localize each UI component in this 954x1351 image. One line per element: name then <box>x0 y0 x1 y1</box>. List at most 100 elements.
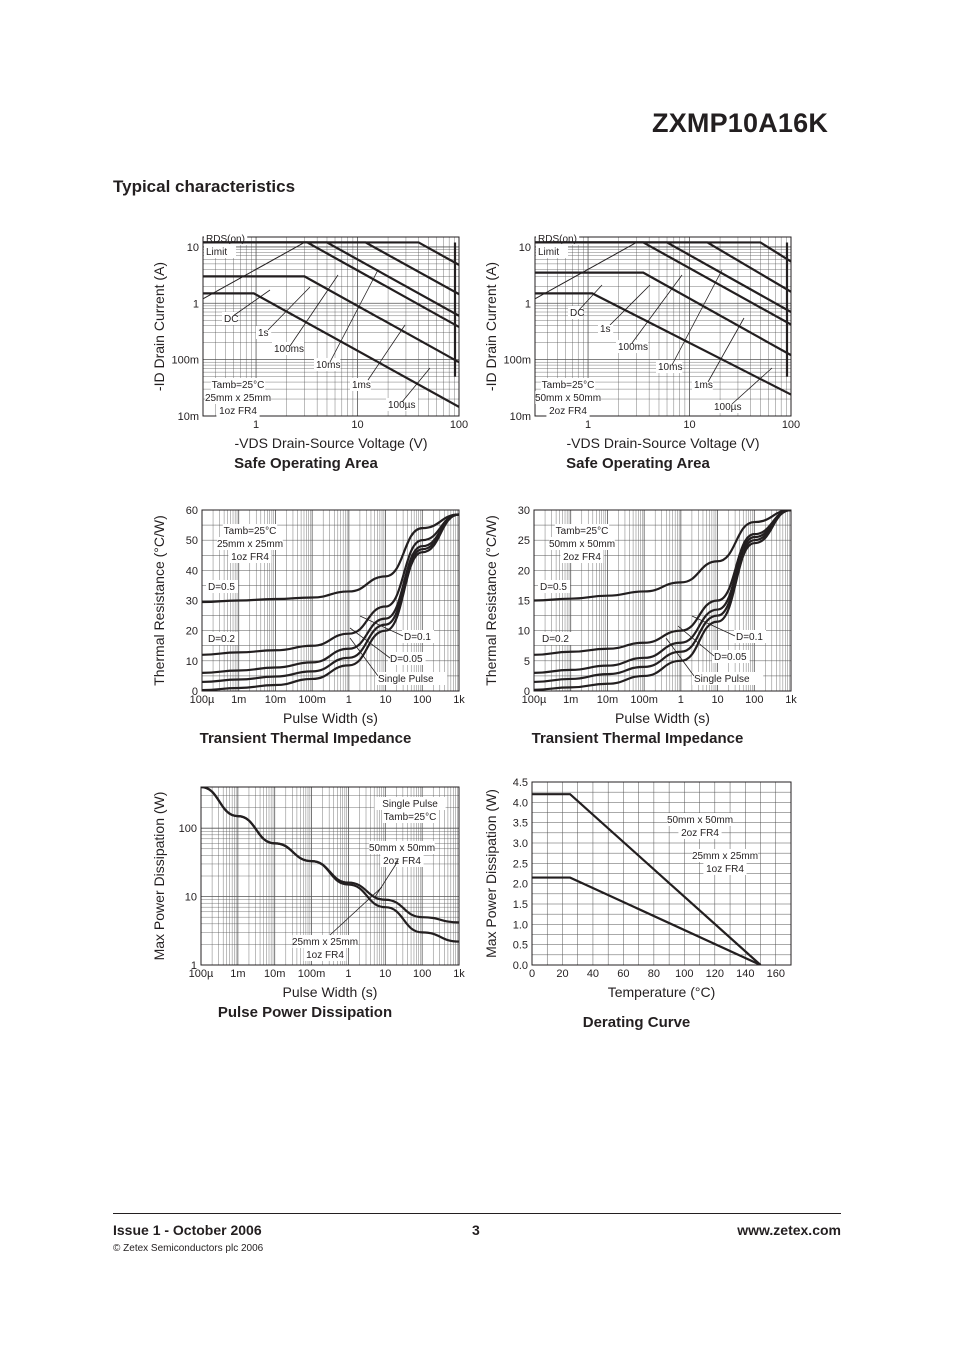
chart-title: Pulse Power Dissipation <box>218 1004 392 1021</box>
x-tick-label: 100 <box>745 694 763 706</box>
x-tick-label: 10 <box>683 419 695 431</box>
x-axis-label: -VDS Drain-Source Voltage (V) <box>567 435 760 451</box>
note-background <box>376 672 448 685</box>
note-sp: Single Pulse <box>694 674 750 685</box>
x-tick-label: 100µ <box>189 968 214 980</box>
note-background <box>538 580 570 593</box>
note-background <box>540 378 596 391</box>
note-d02: D=0.2 <box>542 634 569 645</box>
note-background <box>554 524 610 537</box>
series-line-d-0-5 <box>534 510 791 602</box>
note-background <box>369 841 435 854</box>
thermal-impedance-chart-2: 100µ 1m 10m 100m 1 10 100 1k 0 5 10 15 20 25 30 Tamb=25… <box>483 505 797 747</box>
series-line-d-0-1 <box>202 513 459 674</box>
note-background <box>402 630 434 643</box>
y-tick-label: 100m <box>171 355 199 367</box>
y-axis-label: Max Power Dissipation (W) <box>483 789 499 958</box>
note-d005: D=0.05 <box>714 652 747 663</box>
note-s25: 1oz FR4 <box>706 864 744 875</box>
note-background <box>692 672 764 685</box>
footer-website[interactable]: www.zetex.com <box>737 1222 841 1238</box>
note-cond: 1oz FR4 <box>231 552 269 563</box>
note-background <box>292 935 358 948</box>
series-line-single-pulse <box>202 513 459 691</box>
leader-line <box>329 269 379 363</box>
note-background <box>549 537 615 550</box>
note-background <box>692 378 713 391</box>
x-tick-label: 1 <box>585 419 591 431</box>
note-sp: Single Pulse <box>378 674 434 685</box>
note-s50: 50mm x 50mm <box>369 843 435 854</box>
note-background <box>350 378 371 391</box>
x-tick-label: 1 <box>678 694 684 706</box>
leader-line <box>374 860 399 898</box>
note-background <box>678 826 722 839</box>
series-line-d-0-2 <box>202 513 459 656</box>
y-tick-label: 10 <box>185 892 197 904</box>
y-tick-label: 0.0 <box>513 960 528 972</box>
chart-title: Transient Thermal Impedance <box>200 730 412 747</box>
note-ms1: 1ms <box>694 380 713 391</box>
note-background <box>560 550 604 563</box>
leader-line <box>349 637 379 677</box>
footer-rule <box>113 1213 841 1214</box>
y-tick-label: 30 <box>186 596 198 608</box>
series-line-25mm-x-25mm-1oz-fr4 <box>201 787 459 943</box>
x-tick-label: 20 <box>556 968 568 980</box>
y-axis-label: Thermal Resistance (°C/W) <box>483 515 499 686</box>
note-s50: 2oz FR4 <box>681 828 719 839</box>
x-tick-label: 1k <box>453 694 465 706</box>
y-axis-label: -ID Drain Current (A) <box>483 262 499 391</box>
note-s25: 1oz FR4 <box>306 950 344 961</box>
x-tick-label: 120 <box>706 968 724 980</box>
note-background <box>388 652 426 665</box>
note-us100: 100µs <box>714 402 741 413</box>
x-tick-label: 100m <box>298 694 326 706</box>
y-tick-label: 10 <box>518 626 530 638</box>
note-background <box>303 948 347 961</box>
x-axis-label: Pulse Width (s) <box>283 984 378 1000</box>
leader-line <box>707 317 745 383</box>
note-rds: Limit <box>206 247 227 258</box>
note-ms10: 10ms <box>658 362 682 373</box>
soa-chart-1: 1 10 100 10m 100m 1 10 RDS(on) Limit DC 1s 100ms 10m… <box>151 232 468 472</box>
note-cond: 1oz FR4 <box>219 406 257 417</box>
y-axis-label: Max Power Dissipation (W) <box>151 792 167 961</box>
note-d05: D=0.5 <box>540 582 567 593</box>
series-line-d-0-1 <box>534 510 791 674</box>
note-background <box>692 849 758 862</box>
x-tick-label: 1k <box>785 694 797 706</box>
leader-line <box>401 367 431 403</box>
note-background <box>382 810 438 823</box>
note-s25: 25mm x 25mm <box>292 937 358 948</box>
plot-grid <box>531 781 792 966</box>
series-line-d-0-2 <box>534 510 791 656</box>
series-line-d-0-5 <box>202 513 459 604</box>
chart-notes <box>206 524 448 685</box>
plot-grid <box>534 237 792 417</box>
y-axis-label: -ID Drain Current (A) <box>151 262 167 391</box>
y-tick-label: 0.5 <box>513 940 528 952</box>
x-tick-label: 1 <box>345 968 351 980</box>
note-background <box>204 245 236 258</box>
note-cond: Tamb=25°C <box>212 380 265 391</box>
note-dc: DC <box>224 314 238 325</box>
leader-line <box>289 274 339 347</box>
note-cond: Single Pulse <box>382 799 438 810</box>
x-tick-label: 100m <box>298 968 326 980</box>
note-d02: D=0.2 <box>208 634 235 645</box>
x-tick-label: 1 <box>253 419 259 431</box>
note-cond: Tamb=25°C <box>556 526 609 537</box>
y-axis-label: Thermal Resistance (°C/W) <box>151 515 167 686</box>
note-s1: 1s <box>600 324 611 335</box>
note-dc: DC <box>570 308 584 319</box>
x-axis-label: Pulse Width (s) <box>615 710 710 726</box>
note-ms10: 10ms <box>316 360 340 371</box>
note-background <box>380 854 424 867</box>
note-rds: RDS(on) <box>538 234 577 245</box>
chart-notes <box>538 524 766 685</box>
y-tick-label: 10 <box>187 242 199 254</box>
note-s1: 1s <box>258 328 269 339</box>
note-cond: Tamb=25°C <box>224 526 277 537</box>
series-line-1s <box>535 271 791 357</box>
